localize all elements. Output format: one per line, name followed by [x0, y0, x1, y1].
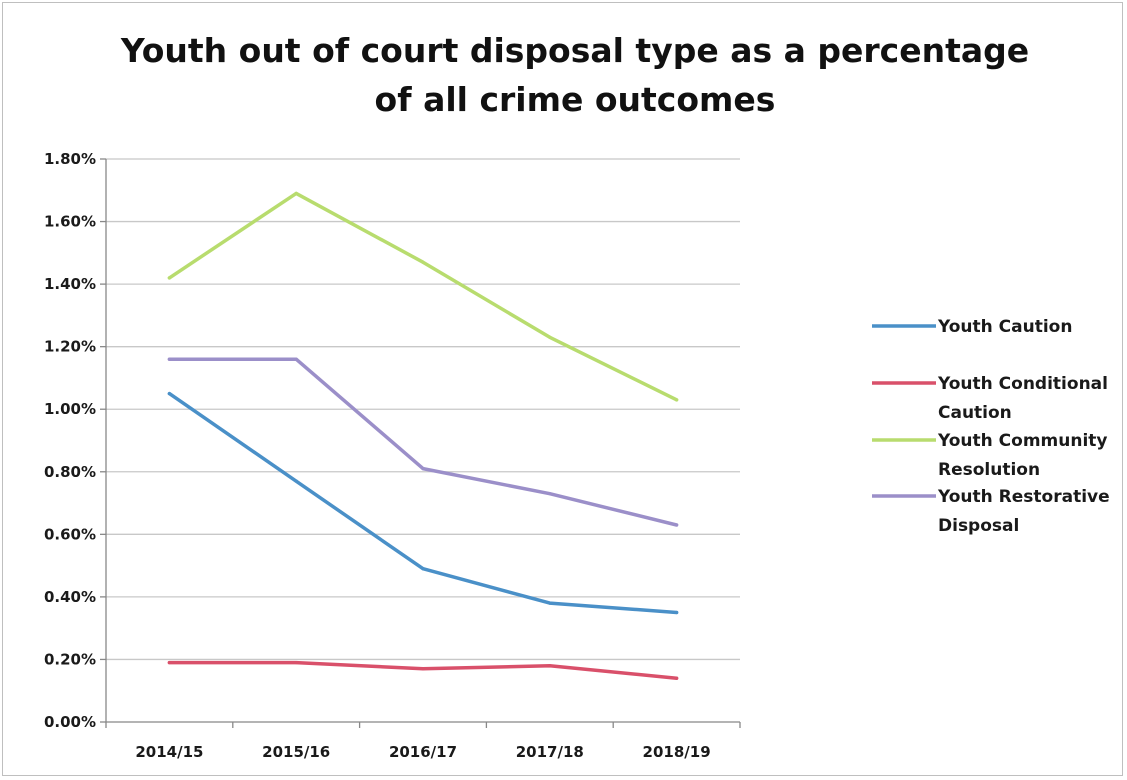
x-axis: 2014/15 2015/16 2016/17 2017/18 2018/19 — [105, 721, 741, 761]
legend-item-youth-conditional-caution: Youth Conditional Caution — [872, 374, 1108, 423]
series-line-youth-restorative-disposal — [167, 357, 679, 527]
data-point — [421, 667, 425, 671]
legend-label: Youth Conditional — [937, 374, 1108, 394]
data-point — [548, 601, 552, 605]
gridlines — [106, 158, 740, 661]
data-point — [294, 479, 298, 483]
x-tick-label: 2014/15 — [135, 743, 203, 761]
x-tick-label: 2017/18 — [516, 743, 584, 761]
y-tick-label: 0.00% — [44, 713, 96, 731]
chart-title-line: of all crime outcomes — [375, 80, 776, 119]
data-point — [675, 398, 679, 402]
x-tick-label: 2018/19 — [643, 743, 711, 761]
series-line-youth-caution — [167, 391, 679, 615]
legend-item-youth-restorative-disposal: Youth Restorative Disposal — [872, 487, 1110, 536]
legend-label: Caution — [938, 403, 1012, 423]
data-point — [675, 676, 679, 680]
legend-label: Resolution — [938, 460, 1040, 480]
y-tick-label: 0.80% — [44, 463, 96, 481]
legend-label: Youth Community — [937, 431, 1108, 451]
legend-label: Youth Caution — [937, 317, 1072, 337]
y-tick-label: 0.20% — [44, 650, 96, 668]
chart-title: Youth out of court disposal type as a pe… — [120, 31, 1029, 119]
data-point — [548, 335, 552, 339]
y-tick-label: 1.40% — [44, 275, 96, 293]
data-point — [675, 523, 679, 527]
y-tick-label: 1.60% — [44, 213, 96, 231]
legend-label: Youth Restorative — [937, 487, 1110, 507]
x-tick-label: 2015/16 — [262, 743, 330, 761]
data-point — [421, 260, 425, 264]
data-point — [167, 660, 171, 665]
data-point — [294, 191, 298, 196]
data-point — [548, 664, 552, 668]
data-point — [548, 492, 552, 496]
y-tick-label: 1.20% — [44, 338, 96, 356]
data-point — [167, 391, 171, 396]
y-tick-label: 0.40% — [44, 588, 96, 606]
legend-label: Disposal — [938, 516, 1019, 536]
legend-item-youth-community-resolution: Youth Community Resolution — [872, 431, 1108, 480]
y-tick-label: 0.60% — [44, 525, 96, 543]
y-axis: 0.00% 0.20% 0.40% 0.60% 0.80% 1.00% 1.20% 1.40%… — [44, 150, 107, 731]
data-point — [421, 467, 425, 471]
data-point — [294, 660, 298, 665]
data-point — [421, 567, 425, 571]
series-lines — [167, 191, 679, 680]
data-point — [675, 610, 679, 615]
data-point — [167, 357, 171, 361]
data-point — [167, 276, 171, 280]
series-line-youth-community-resolution — [167, 191, 679, 402]
x-tick-label: 2016/17 — [389, 743, 457, 761]
chart-title-line: Youth out of court disposal type as a pe… — [120, 31, 1029, 70]
data-point — [294, 357, 298, 361]
y-tick-label: 1.00% — [44, 400, 96, 418]
y-tick-label: 1.80% — [44, 150, 96, 168]
legend-item-youth-caution: Youth Caution — [872, 317, 1072, 337]
